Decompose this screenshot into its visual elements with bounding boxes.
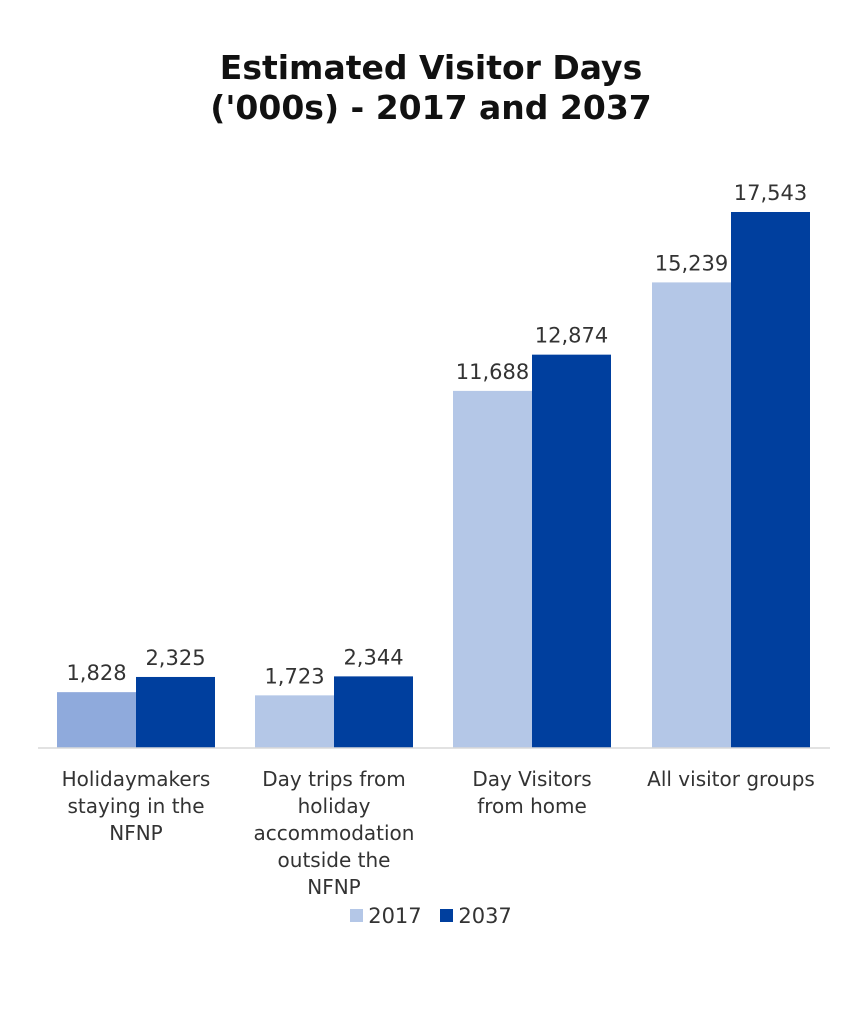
- legend-swatch-2037: [440, 909, 454, 922]
- category-label-holidaymakers: Holidaymakers staying in the NFNP: [61, 767, 211, 845]
- bar-holidaymakers-2017: [57, 692, 136, 748]
- category-label-day-visitors: Day Visitors from home: [472, 767, 592, 818]
- data-label-all-groups-2017: 15,239: [655, 251, 728, 275]
- bar-day-trips-2017: [255, 695, 334, 748]
- legend-label-2017: 2017: [368, 903, 422, 928]
- data-label-holidaymakers-2037: 2,325: [145, 646, 205, 670]
- bar-day-visitors-2037: [532, 354, 611, 748]
- legend-swatch-2017: [350, 909, 364, 922]
- bar-day-trips-2037: [334, 676, 413, 748]
- category-label-all-groups: All visitor groups: [647, 767, 815, 791]
- data-label-day-trips-2037: 2,344: [343, 645, 403, 669]
- data-label-day-trips-2017: 1,723: [264, 664, 324, 688]
- bar-day-visitors-2017: [453, 390, 532, 748]
- data-label-day-visitors-2037: 12,874: [535, 324, 608, 348]
- chart-title-line-2: ('000s) - 2017 and 2037: [210, 88, 652, 127]
- legend-item-2037: 2037: [440, 903, 512, 928]
- data-label-holidaymakers-2017: 1,828: [66, 661, 126, 685]
- bar-all-groups-2037: [731, 212, 810, 748]
- data-label-all-groups-2037: 17,543: [734, 181, 807, 205]
- legend-item-2017: 2017: [350, 903, 422, 928]
- data-label-day-visitors-2017: 11,688: [456, 360, 529, 384]
- bar-holidaymakers-2037: [136, 676, 215, 748]
- chart-title: Estimated Visitor Days ('000s) - 2017 an…: [0, 48, 862, 128]
- bar-all-groups-2017: [652, 282, 731, 748]
- chart-title-line-1: Estimated Visitor Days: [219, 48, 643, 87]
- legend: 2017 2037: [0, 903, 862, 928]
- category-label-day-trips: Day trips from holiday accommodation outsid…: [253, 767, 415, 899]
- legend-label-2037: 2037: [458, 903, 512, 928]
